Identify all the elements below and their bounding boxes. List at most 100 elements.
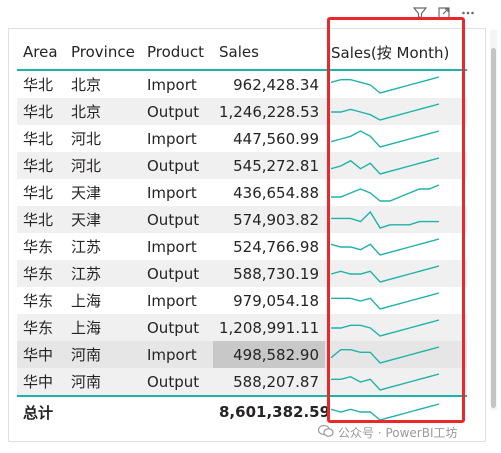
header-row: Area Province Product Sales Sales(按 Mont… xyxy=(17,35,467,70)
cell-area[interactable]: 华北 xyxy=(23,76,54,94)
cell-product[interactable]: Import xyxy=(147,75,197,94)
sparkline-chart xyxy=(330,403,440,421)
table-row[interactable]: 华东 上海 Output 1,208,991.11 xyxy=(17,314,467,341)
table-row[interactable]: 华北 天津 Import 436,654.88 xyxy=(17,179,467,206)
cell-area[interactable]: 华北 xyxy=(23,184,54,202)
total-empty-cell xyxy=(65,396,141,427)
cell-area[interactable]: 华中 xyxy=(17,368,65,396)
cell-sales[interactable]: 524,766.98 xyxy=(233,237,319,256)
cell-sparkline[interactable] xyxy=(325,125,467,152)
cell-sales[interactable]: 436,654.88 xyxy=(233,183,319,202)
column-header-product[interactable]: Product xyxy=(147,43,204,61)
cell-sales[interactable]: 1,208,991.11 xyxy=(213,314,325,341)
cell-area[interactable]: 华东 xyxy=(17,260,65,287)
cell-area[interactable]: 华中 xyxy=(17,341,65,368)
cell-sales[interactable]: 545,272.81 xyxy=(213,152,325,179)
sparkline-line xyxy=(331,318,440,337)
cell-province[interactable]: 北京 xyxy=(71,76,102,94)
table-row[interactable]: 华北 河北 Import 447,560.99 xyxy=(17,125,467,152)
sparkline-line xyxy=(330,264,440,283)
cell-sales[interactable]: 588,730.19 xyxy=(213,260,325,287)
cell-area[interactable]: 华东 xyxy=(17,314,65,341)
table-row[interactable]: 华中 河南 Output 588,207.87 xyxy=(17,368,467,396)
cell-product[interactable]: Output xyxy=(141,206,213,233)
table-row[interactable]: 华北 天津 Output 574,903.82 xyxy=(17,206,467,233)
cell-province[interactable]: 河北 xyxy=(71,130,102,148)
total-empty-cell xyxy=(141,396,213,427)
focus-mode-icon[interactable] xyxy=(437,6,451,20)
cell-sparkline[interactable] xyxy=(325,314,467,341)
cell-province[interactable]: 河南 xyxy=(65,368,141,396)
total-sales: 8,601,382.59 xyxy=(219,403,331,421)
table-row[interactable]: 华东 江苏 Output 588,730.19 xyxy=(17,260,467,287)
cell-sparkline[interactable] xyxy=(325,70,467,98)
column-header-sales[interactable]: Sales xyxy=(219,43,259,61)
sparkline-chart xyxy=(330,75,440,94)
cell-province[interactable]: 天津 xyxy=(71,184,102,202)
table-visual: Area Province Product Sales Sales(按 Mont… xyxy=(8,28,486,442)
cell-product[interactable]: Import xyxy=(147,129,197,148)
cell-sales[interactable]: 574,903.82 xyxy=(213,206,325,233)
cell-sparkline[interactable] xyxy=(325,233,467,260)
cell-province[interactable]: 河北 xyxy=(65,152,141,179)
cell-sparkline[interactable] xyxy=(325,368,467,396)
column-header-area[interactable]: Area xyxy=(23,43,58,61)
table-row[interactable]: 华北 北京 Output 1,246,228.53 xyxy=(17,98,467,125)
column-header-province[interactable]: Province xyxy=(71,43,135,61)
cell-sales[interactable]: 447,560.99 xyxy=(233,129,319,148)
table-row[interactable]: 华中 河南 Import 498,582.90 xyxy=(17,341,467,368)
cell-sparkline[interactable] xyxy=(325,287,467,314)
cell-province[interactable]: 河南 xyxy=(65,341,141,368)
cell-sales[interactable]: 498,582.90 xyxy=(213,341,325,368)
sparkline-chart xyxy=(331,291,440,310)
table-row[interactable]: 华东 江苏 Import 524,766.98 xyxy=(17,233,467,260)
cell-area[interactable]: 华东 xyxy=(23,238,54,256)
cell-product[interactable]: Output xyxy=(141,98,213,125)
cell-sparkline[interactable] xyxy=(325,260,467,287)
table-row[interactable]: 华北 北京 Import 962,428.34 xyxy=(17,70,467,98)
sparkline-line xyxy=(331,102,440,121)
scrollbar-thumb[interactable] xyxy=(491,48,496,408)
cell-product[interactable]: Import xyxy=(147,291,197,310)
sparkline-line xyxy=(330,237,440,256)
cell-area[interactable]: 华北 xyxy=(17,98,65,125)
cell-product[interactable]: Import xyxy=(147,237,197,256)
sparkline-line xyxy=(330,75,440,94)
cell-sales[interactable]: 962,428.34 xyxy=(233,75,319,94)
column-header-sparkline[interactable]: Sales(按 Month) xyxy=(331,43,450,62)
filter-icon[interactable] xyxy=(413,6,427,20)
total-row: 总计 8,601,382.59 xyxy=(17,396,467,427)
cell-area[interactable]: 华北 xyxy=(17,152,65,179)
cell-province[interactable]: 天津 xyxy=(65,206,141,233)
cell-sparkline[interactable] xyxy=(325,152,467,179)
cell-sparkline[interactable] xyxy=(325,206,467,233)
cell-sales[interactable]: 979,054.18 xyxy=(233,291,319,310)
cell-area[interactable]: 华北 xyxy=(23,130,54,148)
cell-province[interactable]: 上海 xyxy=(65,314,141,341)
cell-product[interactable]: Output xyxy=(141,260,213,287)
cell-province[interactable]: 江苏 xyxy=(71,238,102,256)
cell-product[interactable]: Import xyxy=(141,341,213,368)
cell-province[interactable]: 上海 xyxy=(71,292,102,310)
sparkline-line xyxy=(331,372,440,391)
cell-sparkline[interactable] xyxy=(325,341,467,368)
more-options-icon[interactable] xyxy=(461,6,475,20)
watermark: 公众号 · PowerBI工坊 xyxy=(317,424,458,441)
cell-product[interactable]: Output xyxy=(141,314,213,341)
table-row[interactable]: 华北 河北 Output 545,272.81 xyxy=(17,152,467,179)
cell-product[interactable]: Output xyxy=(141,152,213,179)
cell-sparkline[interactable] xyxy=(325,98,467,125)
cell-sparkline[interactable] xyxy=(325,179,467,206)
cell-province[interactable]: 江苏 xyxy=(65,260,141,287)
cell-sales[interactable]: 588,207.87 xyxy=(213,368,325,396)
cell-product[interactable]: Output xyxy=(141,368,213,396)
cell-product[interactable]: Import xyxy=(147,183,197,202)
sparkline-chart xyxy=(331,210,439,229)
table-row[interactable]: 华东 上海 Import 979,054.18 xyxy=(17,287,467,314)
cell-province[interactable]: 北京 xyxy=(65,98,141,125)
sparkline-chart xyxy=(330,264,440,283)
cell-area[interactable]: 华东 xyxy=(23,292,54,310)
cell-sales[interactable]: 1,246,228.53 xyxy=(213,98,325,125)
cell-area[interactable]: 华北 xyxy=(17,206,65,233)
vertical-scrollbar[interactable] xyxy=(490,30,497,410)
